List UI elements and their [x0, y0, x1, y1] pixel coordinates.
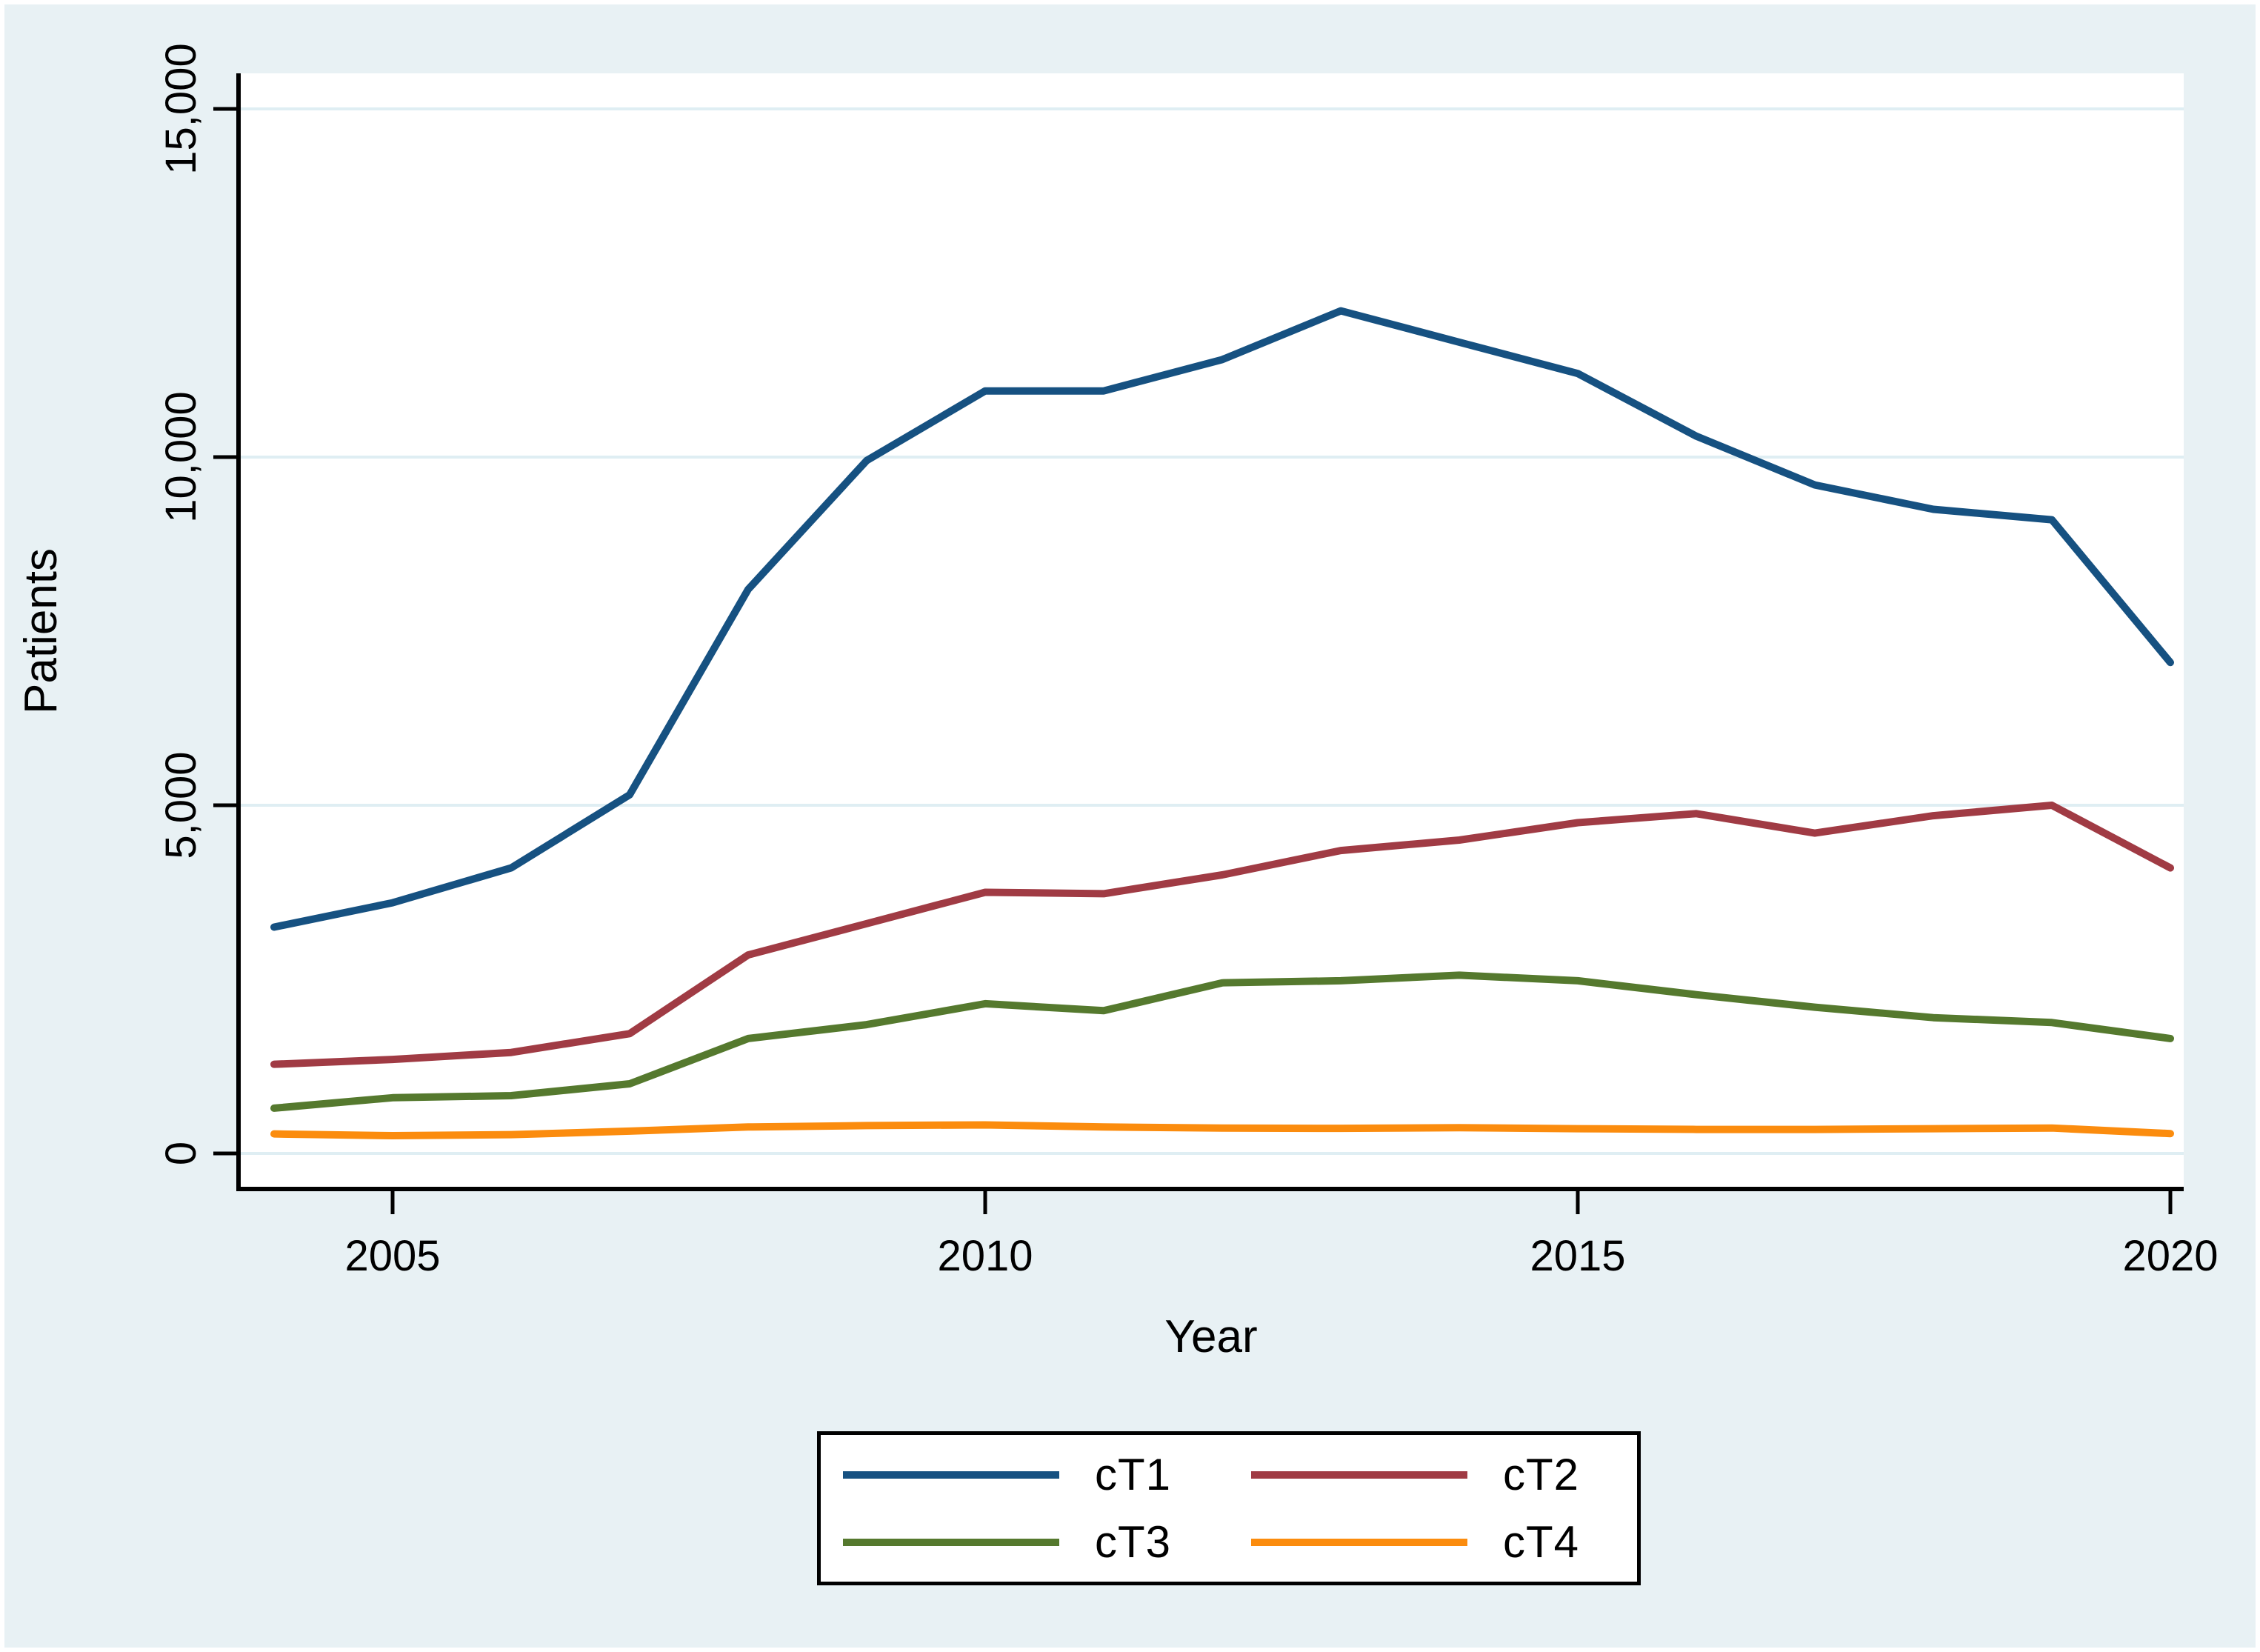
legend-line-ct1-swatch: [843, 1471, 1059, 1479]
legend: cT1 cT2 cT3 cT4: [817, 1431, 1641, 1585]
series-cT1: [270, 307, 2174, 931]
legend-line-ct2-swatch: [1251, 1471, 1467, 1479]
x-tick-label: 2020: [2122, 1232, 2218, 1280]
series-cT2: [270, 802, 2174, 1068]
y-tick-label: 0: [157, 1142, 205, 1165]
legend-entry-ct1: cT1: [821, 1449, 1229, 1499]
y-tick-label: 15,000: [157, 43, 205, 174]
legend-line-ct3-swatch: [843, 1538, 1059, 1546]
legend-entry-ct2: cT2: [1229, 1449, 1637, 1499]
figure-background: 0 5,000 10,000 15,000 2005 2010 2015 2020 Patien…: [4, 4, 2256, 1648]
legend-label-ct3: cT3: [1095, 1516, 1172, 1567]
y-tick-label: 5,000: [157, 751, 205, 859]
x-tick-label: 2010: [937, 1232, 1033, 1280]
legend-entry-ct4: cT4: [1229, 1516, 1637, 1567]
y-axis-title: Patients: [16, 548, 67, 714]
legend-label-ct4: cT4: [1503, 1516, 1580, 1567]
y-tick-label: 10,000: [157, 391, 205, 522]
x-axis-title: Year: [1164, 1311, 1257, 1362]
series-cT3: [270, 971, 2174, 1112]
legend-entry-ct3: cT3: [821, 1516, 1229, 1567]
legend-label-ct1: cT1: [1095, 1449, 1172, 1499]
legend-label-ct2: cT2: [1503, 1449, 1580, 1499]
x-tick-label: 2015: [1530, 1232, 1625, 1280]
line-chart: 0 5,000 10,000 15,000 2005 2010 2015 2020 Patien…: [16, 43, 2219, 1362]
plot-area: [239, 73, 2184, 1189]
x-tick-label: 2005: [344, 1232, 440, 1280]
series-cT4: [270, 1121, 2174, 1140]
legend-line-ct4-swatch: [1251, 1538, 1467, 1546]
